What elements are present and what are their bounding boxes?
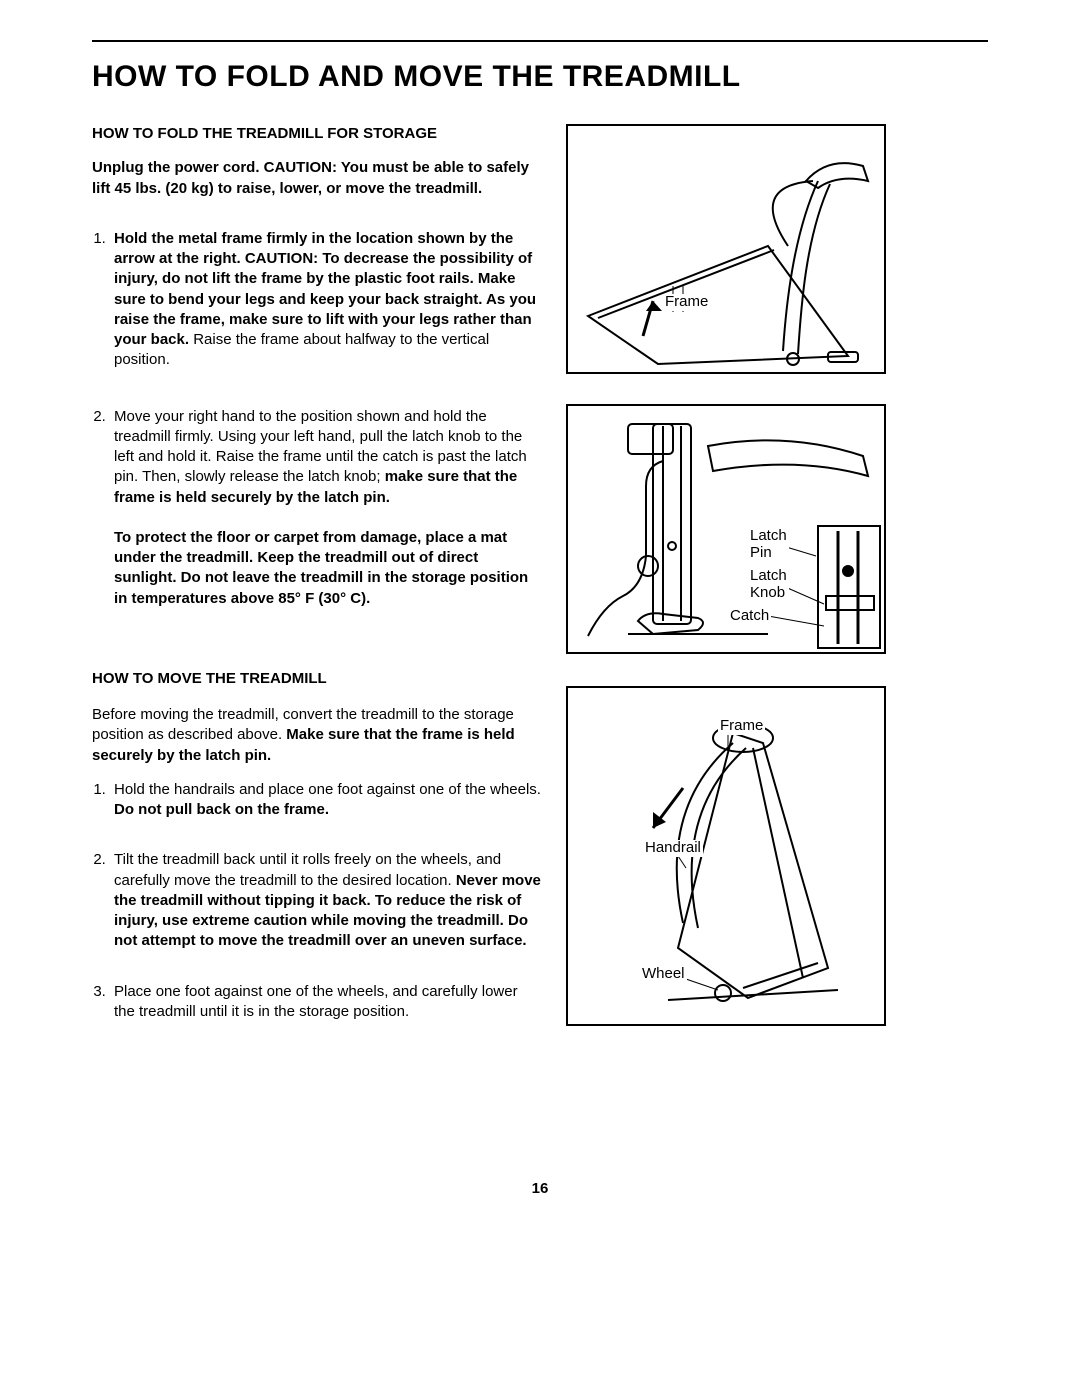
fold-step-2: Move your right hand to the position sho… (110, 407, 542, 609)
figure-1-fold: Frame (566, 124, 886, 374)
treadmill-fold-diagram-icon (568, 126, 884, 372)
fold-step-1: Hold the metal frame firmly in the locat… (110, 229, 542, 371)
move-step-2: Tilt the treadmill back until it rolls f… (110, 850, 542, 951)
text-column: HOW TO FOLD THE TREADMILL FOR STORAGE Un… (92, 124, 542, 1056)
move-step-2a: Tilt the treadmill back until it rolls f… (114, 851, 501, 888)
move-intro: Before moving the treadmill, convert the… (92, 705, 542, 766)
move-steps: Hold the handrails and place one foot ag… (92, 780, 542, 1022)
page-title: HOW TO FOLD AND MOVE THE TREADMILL (92, 60, 988, 94)
label-frame-1: Frame (663, 294, 710, 311)
figure-column: Frame (566, 124, 988, 1056)
label-latch-knob: Latch Knob (748, 568, 789, 601)
treadmill-latch-diagram-icon (568, 406, 884, 652)
fold-steps: Hold the metal frame firmly in the locat… (92, 229, 542, 609)
manual-page: HOW TO FOLD AND MOVE THE TREADMILL HOW T… (0, 0, 1080, 1397)
label-catch: Catch (728, 608, 771, 625)
page-number: 16 (0, 1180, 1080, 1197)
treadmill-move-diagram-icon (568, 688, 884, 1024)
fold-heading: HOW TO FOLD THE TREADMILL FOR STORAGE (92, 124, 542, 144)
fold-step-2c: To protect the floor or carpet from dama… (114, 529, 528, 607)
move-step-3: Place one foot against one of the wheels… (110, 982, 542, 1023)
top-rule (92, 40, 988, 42)
label-latch-pin: Latch Pin (748, 528, 789, 561)
label-wheel: Wheel (640, 966, 687, 983)
fold-intro: Unplug the power cord. CAUTION: You must… (92, 158, 542, 199)
move-heading: HOW TO MOVE THE TREADMILL (92, 669, 542, 689)
figure-3-move: Frame Handrail Wheel (566, 686, 886, 1026)
move-step-1: Hold the handrails and place one foot ag… (110, 780, 542, 821)
label-handrail: Handrail (643, 840, 703, 857)
figure-2-latch: Latch Pin Latch Knob Catch (566, 404, 886, 654)
two-column-layout: HOW TO FOLD THE TREADMILL FOR STORAGE Un… (92, 124, 988, 1056)
label-frame-3: Frame (718, 718, 765, 735)
move-step-1b: Do not pull back on the frame. (114, 801, 329, 818)
move-step-1a: Hold the handrails and place one foot ag… (114, 781, 541, 798)
